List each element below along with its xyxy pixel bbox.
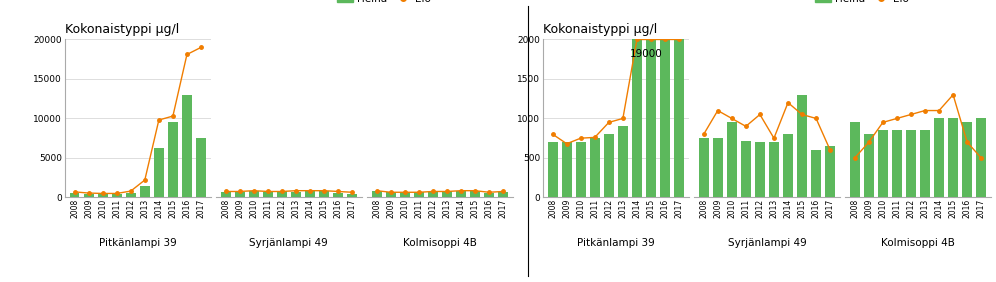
X-axis label: Kolmisoppi 4B: Kolmisoppi 4B bbox=[403, 238, 477, 248]
Bar bbox=[399, 192, 409, 197]
Bar bbox=[348, 194, 357, 197]
Bar bbox=[221, 192, 230, 197]
Bar bbox=[470, 191, 480, 197]
Bar bbox=[168, 122, 178, 197]
Bar bbox=[892, 130, 901, 197]
Bar bbox=[84, 194, 94, 197]
Bar bbox=[850, 122, 860, 197]
Bar bbox=[769, 142, 779, 197]
Bar bbox=[305, 191, 315, 197]
Bar bbox=[934, 118, 944, 197]
Bar bbox=[646, 39, 656, 197]
Bar bbox=[877, 130, 887, 197]
Legend: Heinä, Elo: Heinä, Elo bbox=[333, 0, 435, 8]
Bar bbox=[414, 192, 423, 197]
Bar bbox=[498, 192, 508, 197]
Bar bbox=[125, 193, 135, 197]
Bar bbox=[456, 191, 466, 197]
Bar bbox=[632, 39, 641, 197]
Bar bbox=[319, 191, 329, 197]
Bar bbox=[291, 192, 301, 197]
Bar bbox=[741, 140, 751, 197]
Bar bbox=[699, 138, 708, 197]
Bar bbox=[562, 142, 572, 197]
Bar bbox=[962, 122, 972, 197]
Bar bbox=[548, 142, 558, 197]
Bar bbox=[920, 130, 930, 197]
Bar bbox=[428, 192, 438, 197]
Text: Kokonaistyppi μg/l: Kokonaistyppi μg/l bbox=[543, 23, 657, 36]
Bar bbox=[811, 150, 821, 197]
X-axis label: Kolmisoppi 4B: Kolmisoppi 4B bbox=[881, 238, 955, 248]
Bar bbox=[826, 146, 835, 197]
X-axis label: Pitkänlampi 39: Pitkänlampi 39 bbox=[577, 238, 654, 248]
Bar bbox=[976, 118, 986, 197]
X-axis label: Syrjänlampi 49: Syrjänlampi 49 bbox=[727, 238, 807, 248]
Bar bbox=[755, 142, 765, 197]
Bar bbox=[906, 130, 916, 197]
Legend: Heinä, Elo: Heinä, Elo bbox=[811, 0, 913, 8]
Bar bbox=[139, 186, 149, 197]
Text: Kokonaistyppi μg/l: Kokonaistyppi μg/l bbox=[65, 23, 179, 36]
X-axis label: Pitkänlampi 39: Pitkänlampi 39 bbox=[99, 238, 176, 248]
Bar bbox=[182, 95, 192, 197]
Bar bbox=[98, 194, 108, 197]
Bar bbox=[484, 193, 494, 197]
Bar bbox=[590, 138, 600, 197]
Bar bbox=[372, 191, 381, 197]
Bar bbox=[604, 134, 614, 197]
Bar bbox=[727, 122, 737, 197]
Bar bbox=[674, 39, 684, 197]
Bar bbox=[333, 193, 343, 197]
Bar bbox=[196, 138, 206, 197]
Bar bbox=[154, 148, 163, 197]
Bar bbox=[660, 39, 670, 197]
Bar bbox=[864, 134, 873, 197]
Bar bbox=[618, 126, 627, 197]
Bar bbox=[797, 95, 807, 197]
Bar bbox=[112, 194, 122, 197]
Bar bbox=[385, 192, 395, 197]
Text: 19000: 19000 bbox=[629, 49, 662, 59]
Bar bbox=[249, 191, 259, 197]
Bar bbox=[70, 193, 80, 197]
Bar bbox=[263, 192, 273, 197]
Bar bbox=[442, 191, 452, 197]
Bar bbox=[948, 118, 958, 197]
Bar bbox=[713, 138, 723, 197]
X-axis label: Syrjänlampi 49: Syrjänlampi 49 bbox=[249, 238, 329, 248]
Bar bbox=[576, 142, 586, 197]
Bar bbox=[277, 191, 287, 197]
Bar bbox=[783, 134, 793, 197]
Bar bbox=[235, 192, 245, 197]
